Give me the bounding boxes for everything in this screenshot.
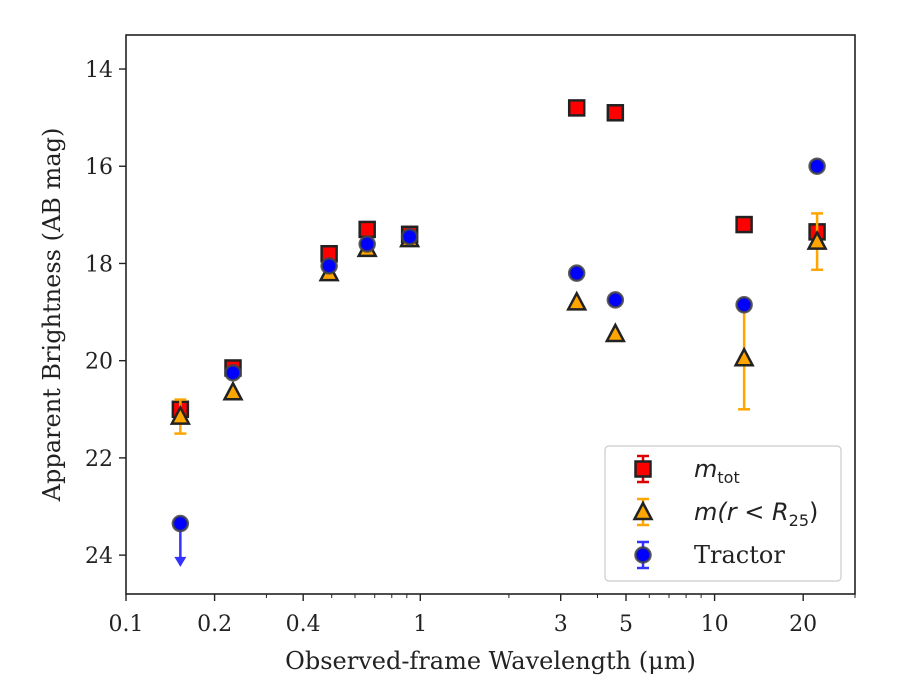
legend-label-sub: tot	[717, 468, 739, 487]
data-point	[806, 229, 828, 250]
data-point	[735, 215, 753, 234]
series-circle	[171, 157, 826, 567]
legend-marker	[634, 546, 652, 564]
legend-box	[604, 445, 842, 582]
data-point	[358, 235, 376, 253]
y-tick-label: 16	[85, 155, 113, 180]
data-point	[171, 514, 190, 533]
y-axis-label: Apparent Brightness (AB mag)	[38, 128, 66, 503]
series-triangle	[169, 212, 828, 435]
legend-label-main: m(r < R	[694, 498, 789, 526]
y-tick-label: 22	[85, 447, 113, 472]
data-marks	[169, 99, 828, 567]
x-tick-label: 0.1	[109, 612, 144, 637]
series-square	[171, 99, 826, 419]
x-tick-label: 5	[619, 612, 633, 637]
data-point	[733, 346, 755, 367]
data-point	[566, 290, 588, 311]
data-point	[222, 380, 244, 401]
legend: mtot m(r < R25) Tractor	[604, 445, 842, 582]
data-point	[320, 257, 338, 275]
x-tick-label: 0.4	[286, 612, 321, 637]
x-tick-label: 20	[789, 612, 817, 637]
legend-label: mtot	[694, 455, 740, 487]
legend-marker	[634, 460, 652, 478]
data-point	[567, 264, 586, 282]
x-tick-label: 3	[554, 612, 568, 637]
data-point	[606, 291, 625, 309]
data-point	[358, 220, 376, 239]
y-tick-label: 20	[85, 350, 113, 375]
legend-marker	[632, 500, 654, 521]
data-point	[735, 296, 753, 314]
x-tick-label: 10	[701, 612, 729, 637]
data-point	[604, 322, 626, 343]
x-tick-label: 0.2	[197, 612, 232, 637]
upper-limit-arrowhead	[174, 556, 187, 567]
legend-label-close: )	[809, 498, 818, 526]
y-tick-label: 24	[85, 544, 113, 569]
legend-label: m(r < R25)	[694, 498, 818, 530]
data-point	[808, 157, 826, 175]
x-tick-label: 1	[413, 612, 427, 637]
data-point	[567, 99, 586, 117]
data-point	[169, 404, 191, 425]
axis-ticks: 0.1 0.2 0.4 1 3 5 10 20 14 16 18 20 22 24	[85, 58, 856, 637]
data-point	[224, 364, 242, 382]
legend-label-main: m	[694, 455, 717, 483]
plot-frame	[125, 34, 856, 595]
legend-label-sub: 25	[789, 511, 809, 530]
legend-label: Tractor	[694, 541, 785, 569]
data-point	[400, 227, 419, 246]
y-tick-label: 14	[85, 58, 113, 83]
y-tick-label: 18	[85, 252, 113, 277]
data-point	[606, 104, 625, 122]
x-axis-label: Observed-frame Wavelength (μm)	[285, 647, 696, 675]
